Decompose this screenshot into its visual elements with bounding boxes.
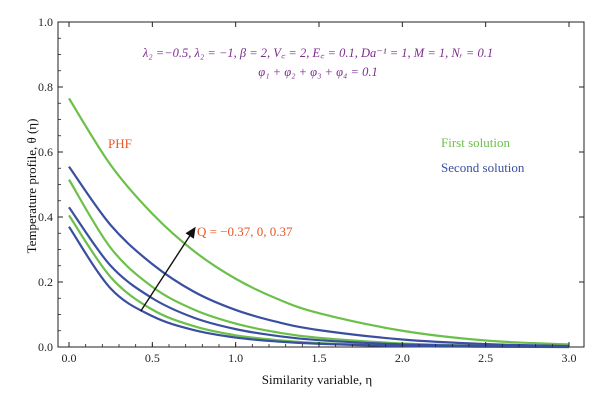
- q-label: Q = −0.37, 0, 0.37: [197, 224, 293, 239]
- x-tick-label: 1.0: [228, 351, 243, 365]
- q-arrow: [140, 226, 196, 312]
- x-tick-label: 1.5: [312, 351, 327, 365]
- parameters-annotation: λ₂ =−0.5, λ₂ = −1, β = 2, V꜀ = 2, E꜀ = 0…: [142, 46, 493, 79]
- arrow-shaft: [140, 235, 191, 312]
- first-solution-curve: [68, 97, 570, 346]
- second-solution-curve: [68, 165, 570, 348]
- phf-label: PHF: [108, 136, 132, 151]
- y-tick-label: 1.0: [38, 15, 53, 29]
- second-solution-curve: [68, 206, 570, 348]
- y-tick-label: 0.2: [38, 275, 53, 289]
- y-tick-label: 0.8: [38, 80, 53, 94]
- curves: [68, 97, 570, 349]
- y-tick-label: 0.4: [38, 210, 53, 224]
- x-tick-label: 2.0: [395, 351, 410, 365]
- x-tick-label: 0.5: [145, 351, 160, 365]
- x-tick-label: 2.5: [478, 351, 493, 365]
- x-tick-label: 0.0: [62, 351, 77, 365]
- x-axis-title: Similarity variable, η: [262, 372, 373, 387]
- x-tick-label: 3.0: [562, 351, 577, 365]
- y-tick-label: 0.6: [38, 145, 53, 159]
- params-line-2: φ₁ + φ₂ + φ₃ + φ₄ = 0.1: [258, 65, 377, 79]
- params-line-1: λ₂ =−0.5, λ₂ = −1, β = 2, V꜀ = 2, E꜀ = 0…: [142, 46, 493, 60]
- ticks: 0.0 0.5 1.0 1.5 2.0 2.5 3.0 0.0 0.2 0.4 0.6 0.8 1.0: [38, 15, 584, 365]
- legend-first-solution: First solution: [441, 135, 510, 150]
- arrow-head: [185, 226, 196, 239]
- y-axis-title: Temperature profile, θ (η): [24, 119, 39, 254]
- second-solution-curve: [68, 226, 570, 349]
- legend-second-solution: Second solution: [441, 160, 525, 175]
- y-tick-label: 0.0: [38, 340, 53, 354]
